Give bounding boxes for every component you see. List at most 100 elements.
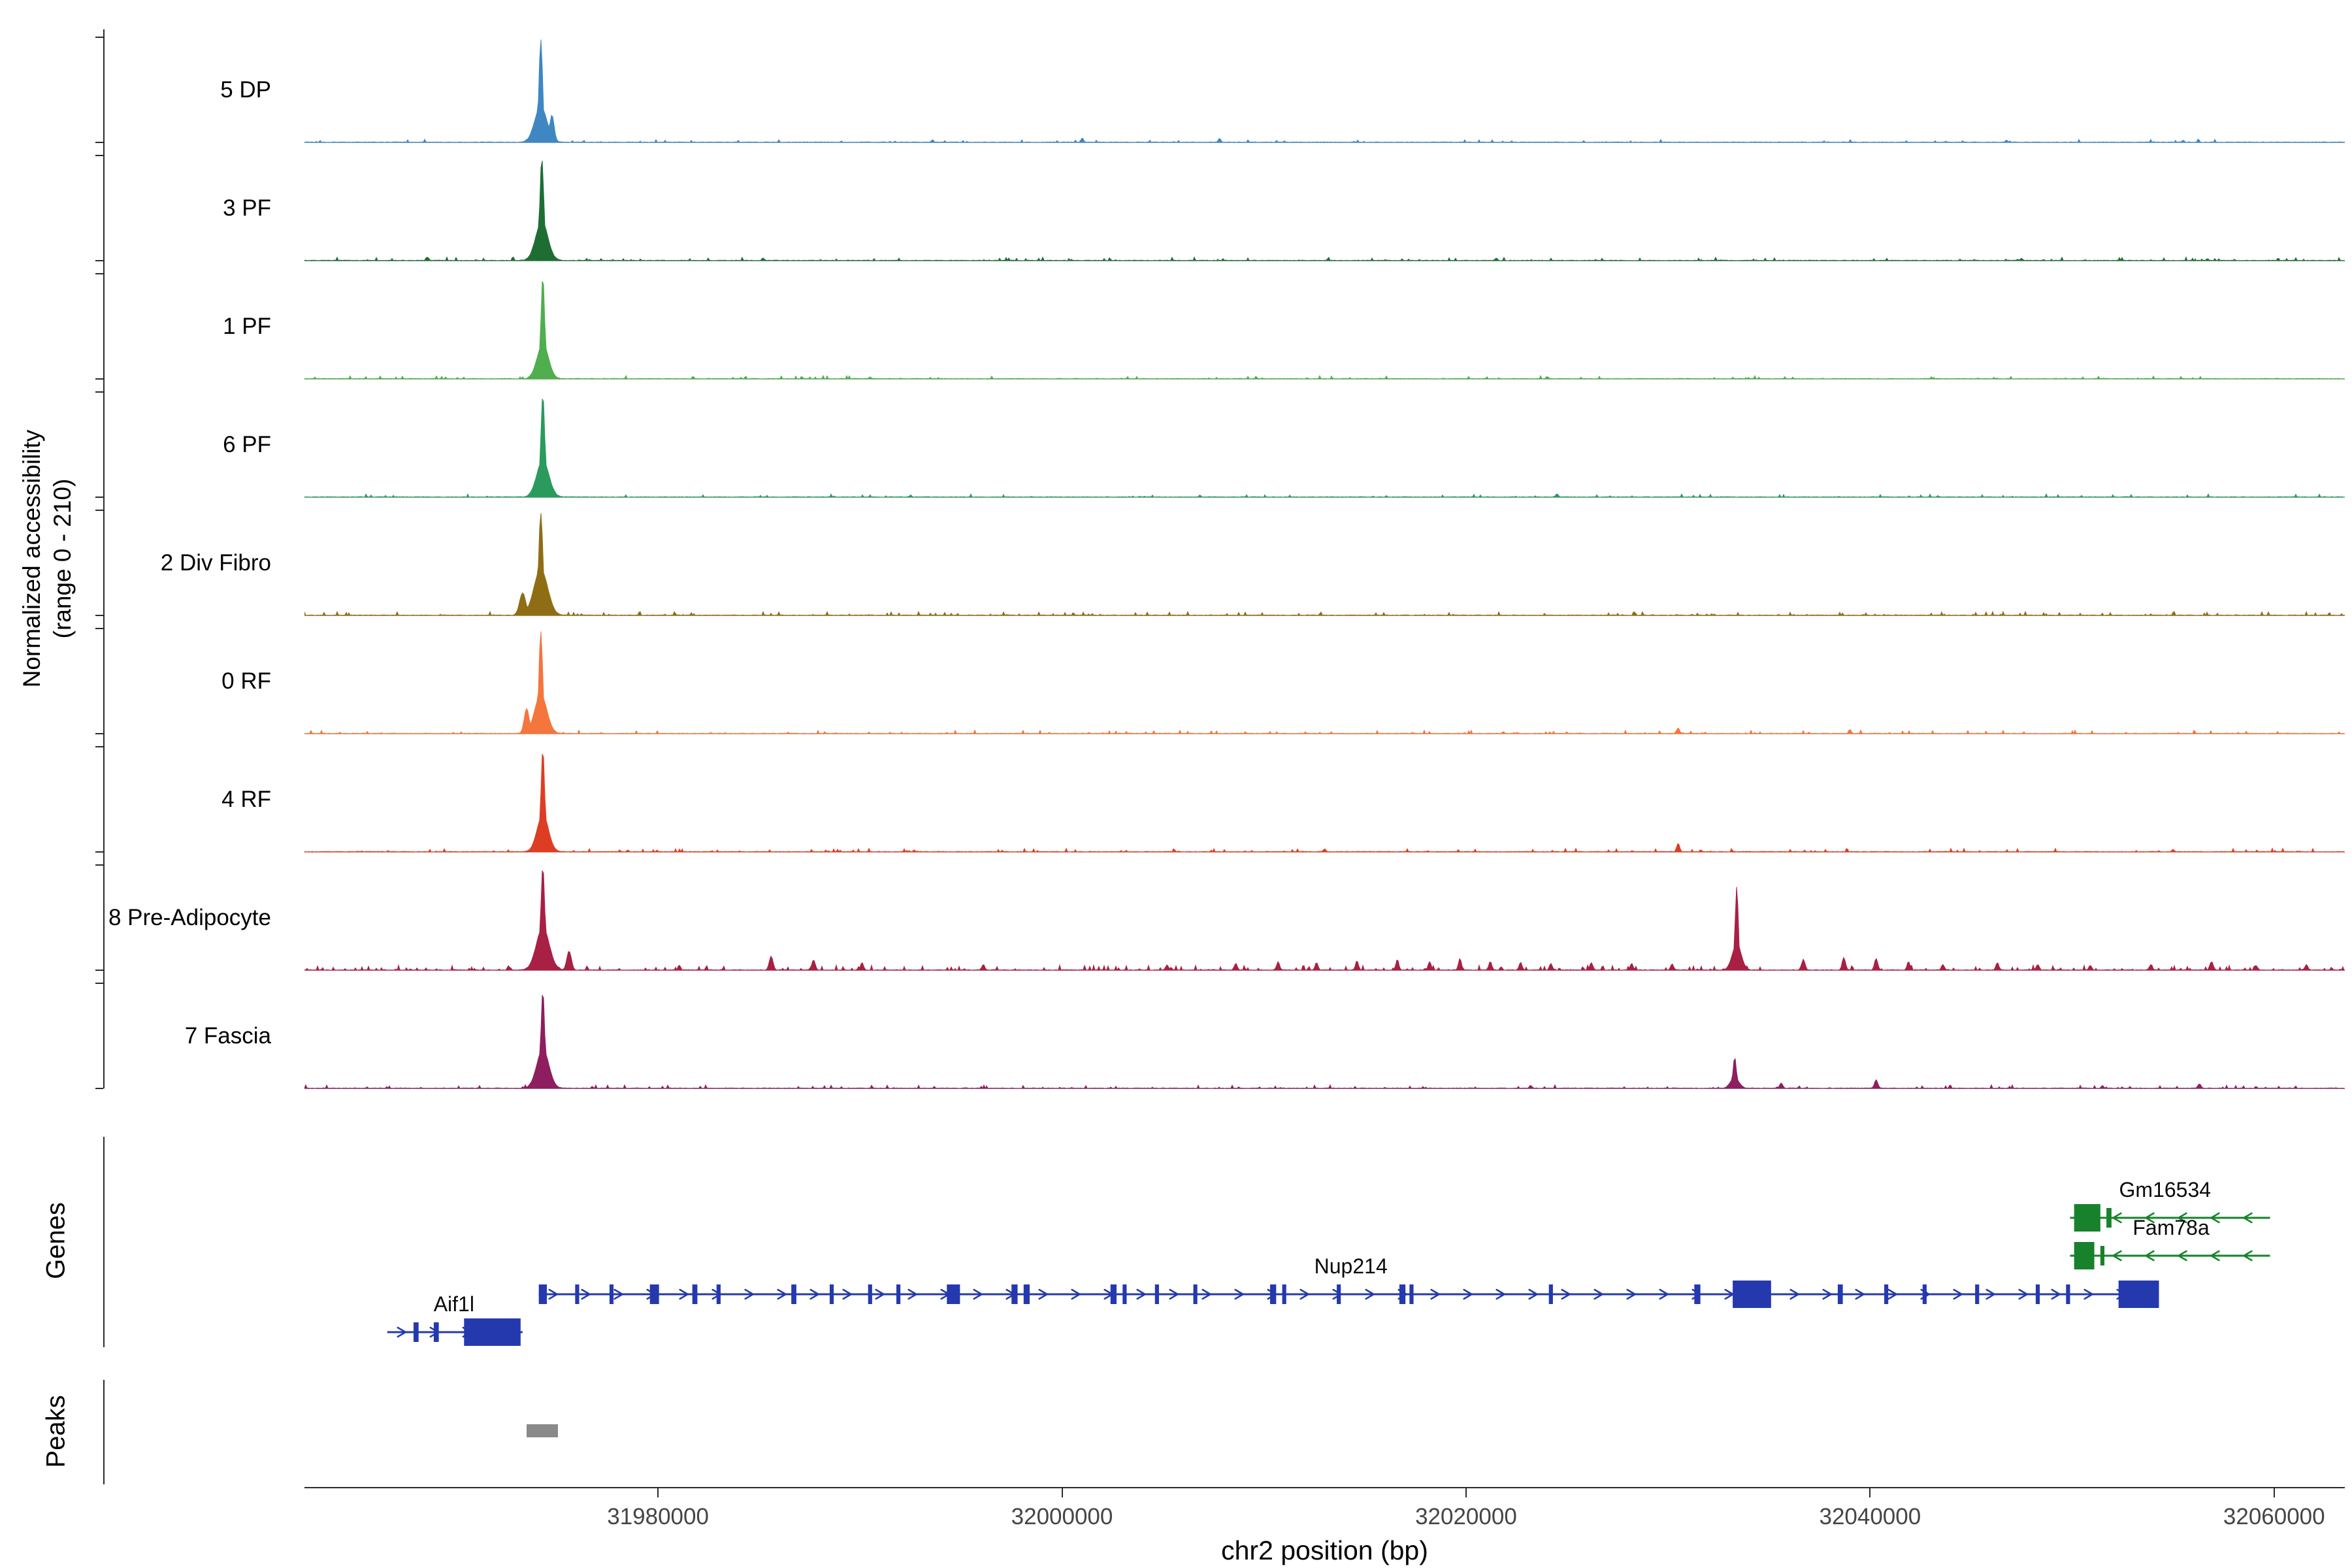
exon-box bbox=[1337, 1284, 1341, 1304]
coverage-track-6-pf bbox=[304, 399, 2345, 498]
strand-arrow-icon bbox=[1953, 1288, 1963, 1300]
gene-label-aif1l: Aif1l bbox=[434, 1292, 474, 1316]
track-label-4-rf: 4 RF bbox=[221, 787, 271, 812]
exon-box bbox=[829, 1284, 834, 1304]
y-axis-tick bbox=[95, 983, 103, 984]
exon-box bbox=[1399, 1284, 1406, 1304]
strand-arrow-icon bbox=[2243, 1212, 2253, 1224]
y-axis-tick bbox=[95, 746, 103, 747]
exon-box bbox=[413, 1322, 419, 1342]
exon-box bbox=[1837, 1284, 1843, 1304]
x-axis-title: chr2 position (bp) bbox=[1221, 1535, 1428, 1565]
strand-arrow-icon bbox=[1299, 1288, 1309, 1300]
track-label-8-pre-adipocyte: 8 Pre-Adipocyte bbox=[108, 905, 271, 930]
exon-box bbox=[1122, 1284, 1127, 1304]
x-axis-tick-label: 32040000 bbox=[1819, 1504, 1921, 1529]
coverage-signal bbox=[304, 161, 2345, 261]
tracks-axis-line bbox=[103, 29, 105, 1088]
gene-label-nup214: Nup214 bbox=[1315, 1254, 1388, 1278]
strand-arrow-icon bbox=[2051, 1288, 2061, 1300]
exon-box bbox=[1282, 1284, 1286, 1304]
exon-box bbox=[2035, 1284, 2040, 1304]
gene-aif1l: Aif1l bbox=[387, 1292, 523, 1346]
coverage-track-7-fascia bbox=[304, 994, 2345, 1089]
exon-box bbox=[868, 1284, 872, 1304]
exon-box bbox=[692, 1284, 698, 1304]
x-axis-tick bbox=[1061, 1488, 1063, 1497]
exon-box bbox=[649, 1284, 659, 1304]
genes-axis-line bbox=[103, 1137, 105, 1347]
strand-arrow-icon bbox=[2243, 1250, 2253, 1262]
genes-track: Gm16534 Fam78a Nup214 Aif1l bbox=[387, 1178, 2270, 1346]
y-axis-tick bbox=[95, 1088, 103, 1089]
y-axis-tick bbox=[95, 628, 103, 629]
strand-arrow-icon bbox=[1659, 1288, 1669, 1300]
peaks-section-label: Peaks bbox=[41, 1395, 71, 1468]
exon-box bbox=[2066, 1284, 2070, 1304]
y-axis-tick bbox=[95, 260, 103, 261]
strand-arrow-icon bbox=[679, 1288, 689, 1300]
coverage-track-3-pf bbox=[304, 161, 2345, 261]
exon-box bbox=[791, 1284, 796, 1304]
y-axis-tick bbox=[95, 851, 103, 853]
exon-box bbox=[896, 1284, 901, 1304]
exon-box bbox=[575, 1284, 580, 1304]
strand-arrow-icon bbox=[1855, 1288, 1865, 1300]
strand-arrow-icon bbox=[1593, 1288, 1603, 1300]
strand-arrow-icon bbox=[842, 1288, 852, 1300]
exon-box bbox=[609, 1284, 614, 1304]
strand-arrow-icon bbox=[2083, 1288, 2093, 1300]
strand-arrow-icon bbox=[2210, 1250, 2220, 1262]
coverage-signal bbox=[304, 39, 2345, 143]
strand-arrow-icon bbox=[907, 1288, 917, 1300]
strand-arrow-icon bbox=[2178, 1250, 2187, 1262]
exon-box bbox=[1193, 1284, 1198, 1304]
y-axis-tick bbox=[95, 378, 103, 380]
x-axis-line bbox=[304, 1487, 2345, 1488]
coverage-signal bbox=[304, 281, 2345, 380]
y-axis-tick bbox=[95, 155, 103, 156]
exon-box bbox=[716, 1284, 721, 1304]
coverage-track-8-pre-adipocyte bbox=[304, 870, 2345, 972]
strand-arrow-icon bbox=[548, 1288, 558, 1300]
strand-arrow-icon bbox=[2178, 1212, 2187, 1224]
track-label-2-div-fibro: 2 Div Fibro bbox=[160, 550, 271, 576]
strand-arrow-icon bbox=[1789, 1288, 1799, 1300]
exon-box bbox=[1023, 1284, 1030, 1304]
x-axis-tick bbox=[657, 1488, 659, 1497]
y-axis-tick bbox=[95, 615, 103, 616]
exon-box bbox=[433, 1322, 439, 1342]
gene-label-fam78a: Fam78a bbox=[2132, 1216, 2210, 1239]
gene-nup214: Nup214 bbox=[538, 1254, 2159, 1308]
exon-box bbox=[1922, 1284, 1927, 1304]
exon-box bbox=[2074, 1204, 2100, 1232]
exon-box bbox=[1409, 1284, 1414, 1304]
strand-arrow-icon bbox=[1528, 1288, 1538, 1300]
coverage-signal bbox=[304, 994, 2345, 1089]
x-axis-tick bbox=[1465, 1488, 1467, 1497]
gene-fam78a: Fam78a bbox=[2070, 1216, 2270, 1269]
gene-label-gm16534: Gm16534 bbox=[2119, 1178, 2212, 1201]
x-axis-tick-label: 32020000 bbox=[1415, 1504, 1517, 1529]
track-label-3-pf: 3 PF bbox=[223, 195, 271, 221]
x-axis-tick-label: 32000000 bbox=[1011, 1504, 1113, 1529]
coverage-signal bbox=[304, 631, 2345, 734]
coverage-track-5-dp bbox=[304, 39, 2345, 143]
x-axis-tick-label: 31980000 bbox=[607, 1504, 709, 1529]
y-axis-tick bbox=[95, 497, 103, 498]
strand-arrow-icon bbox=[809, 1288, 819, 1300]
strand-arrow-icon bbox=[875, 1288, 885, 1300]
y-axis-tick bbox=[95, 510, 103, 511]
coverage-track-0-rf bbox=[304, 631, 2345, 734]
track-label-6-pf: 6 PF bbox=[223, 432, 271, 457]
strand-arrow-icon bbox=[1201, 1288, 1211, 1300]
genes-section-label: Genes bbox=[41, 1202, 71, 1279]
strand-arrow-icon bbox=[1234, 1288, 1244, 1300]
coverage-signal bbox=[304, 399, 2345, 498]
y-axis-tick bbox=[95, 142, 103, 143]
exon-box bbox=[2118, 1281, 2159, 1308]
strand-arrow-icon bbox=[1169, 1288, 1179, 1300]
strand-arrow-icon bbox=[613, 1288, 623, 1300]
strand-arrow-icon bbox=[2145, 1212, 2155, 1224]
